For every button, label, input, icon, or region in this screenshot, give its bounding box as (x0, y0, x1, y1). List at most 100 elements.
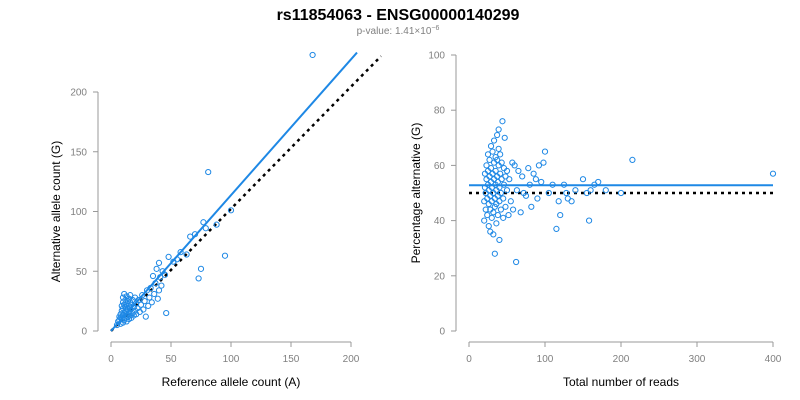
left-panel-data-point (227, 207, 235, 214)
right-panel-data-point (499, 118, 506, 125)
left-panel-data-point (187, 233, 194, 240)
right-panel-data-point (492, 167, 499, 175)
right-panel-data-point (515, 167, 522, 175)
right-panel-data-point (484, 151, 492, 158)
right-panel-data-point (494, 211, 501, 219)
right-panel-data-point (595, 178, 602, 186)
left-panel-allele-counts: 0 50 100 150 200 0 50 100 150 200 Reference allele… (49, 51, 382, 389)
right-panel-percentage-alternative: 0 100 200 300 400 0 20 40 60 80 100 Total number of… (409, 51, 782, 390)
left-panel-data-point (113, 321, 121, 329)
right-panel-data-point (482, 206, 489, 213)
left-panel-data-point (309, 51, 316, 59)
right-panel-data-point (538, 178, 545, 186)
right-panel-data-point (494, 156, 501, 163)
right-panel-data-point (553, 225, 560, 232)
left-panel-data-point (135, 296, 142, 304)
right-panel-data-point (528, 203, 535, 210)
left-panel-data-point (151, 290, 158, 298)
left-panel-fit-line (110, 51, 358, 332)
right-panel-y-tick-label: 60 (434, 161, 446, 172)
right-panel-data-point (502, 203, 509, 210)
right-panel-data-point (503, 187, 511, 194)
left-panel-data-point (125, 295, 133, 302)
right-panel-data-point (522, 192, 530, 199)
right-panel-data-point (519, 173, 526, 180)
left-panel-data-point (161, 271, 169, 278)
right-panel-data-point (541, 148, 549, 155)
right-panel-data-point (484, 211, 491, 219)
left-panel-y-axis-title: Alternative allele count (G) (49, 141, 63, 282)
pvalue-exponent: −6 (431, 25, 439, 32)
left-panel-y-tick-label: 50 (76, 267, 88, 278)
right-panel-data-point (491, 250, 498, 257)
right-panel-x-tick-label: 100 (537, 354, 554, 365)
left-panel-data-point (153, 265, 160, 272)
right-panel-data-point (585, 217, 593, 224)
right-panel-data-point (568, 198, 575, 205)
right-panel-data-point (490, 137, 498, 144)
right-panel-data-point (517, 209, 524, 216)
right-panel-data-point (505, 211, 512, 219)
left-panel-data-point (145, 302, 152, 310)
pvalue-text: p-value: 1.41×10 (357, 26, 432, 37)
right-panel-data-point (525, 165, 532, 172)
left-panel-x-tick-label: 0 (108, 354, 114, 365)
right-panel-data-point (481, 217, 488, 224)
chart-title: rs11854063 - ENSG00000140299 (277, 7, 520, 24)
right-panel-data-point (489, 148, 496, 155)
left-panel-data-point (141, 298, 148, 305)
right-panel-data-point (483, 162, 490, 169)
right-panel-data-point (579, 176, 587, 183)
left-panel-data-point (155, 287, 163, 294)
right-panel-y-axis-title: Percentage alternative (G) (409, 123, 423, 264)
chart-subtitle: p-value: 1.41×10−6 (357, 25, 440, 37)
left-panel-reference-line (110, 55, 382, 332)
left-panel-data-point (213, 221, 220, 228)
right-panel-x-tick-label: 300 (689, 354, 706, 365)
right-panel-x-tick-label: 200 (613, 354, 630, 365)
right-panel-x-tick-label: 400 (765, 354, 782, 365)
right-panel-x-axis-title: Total number of reads (563, 375, 679, 389)
right-panel-data-point (534, 195, 541, 202)
right-panel-y-tick-label: 100 (428, 51, 445, 62)
left-panel-data-point (202, 225, 209, 232)
right-panel-data-point (769, 170, 777, 177)
left-panel-x-tick-label: 50 (165, 354, 177, 365)
left-panel-x-tick-label: 200 (343, 354, 360, 365)
right-panel-data-point (532, 176, 539, 183)
left-panel-data-point (205, 168, 212, 176)
right-panel-data-point (490, 209, 497, 216)
right-panel-data-point (496, 236, 503, 244)
left-panel-data-point (137, 301, 145, 308)
right-panel-data-point (487, 142, 495, 150)
right-panel-data-point (495, 126, 502, 133)
right-panel-data-point (497, 170, 504, 177)
left-panel-data-point (127, 305, 134, 312)
right-panel-data-point (503, 167, 511, 175)
left-panel-y-tick-label: 0 (81, 327, 87, 338)
left-panel-data-point (127, 292, 134, 299)
right-panel-data-point (488, 214, 495, 221)
left-panel-x-axis-title: Reference allele count (A) (162, 375, 301, 389)
left-panel-data-point (146, 294, 153, 301)
right-panel-data-point (493, 220, 500, 227)
left-panel-data-point (149, 272, 157, 280)
right-panel-data-point (494, 131, 501, 139)
right-panel-y-tick-label: 40 (434, 216, 446, 227)
right-panel-data-point (509, 206, 517, 213)
right-panel-data-point (513, 258, 520, 266)
right-panel-data-point (535, 162, 543, 169)
right-panel-data-point (486, 156, 493, 163)
right-panel-data-point (498, 159, 505, 166)
right-panel-data-point (572, 187, 579, 194)
right-panel-data-point (555, 198, 562, 205)
left-panel-x-tick-label: 150 (283, 354, 300, 365)
right-panel-data-point (563, 189, 570, 197)
left-panel-data-point (221, 252, 229, 259)
left-panel-data-point (154, 295, 161, 302)
left-panel-data-point (165, 253, 172, 261)
left-panel-y-tick-label: 150 (70, 147, 87, 158)
right-panel-data-point (617, 189, 625, 197)
right-panel-data-point (501, 134, 508, 141)
